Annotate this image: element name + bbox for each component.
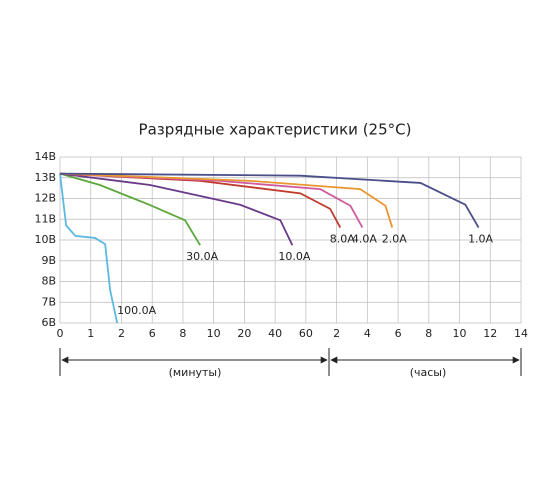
- x-tick-label: 2: [118, 327, 125, 340]
- y-tick-label: 8В: [41, 275, 56, 288]
- x-tick-label: 0: [57, 327, 64, 340]
- y-tick-label: 13В: [34, 171, 56, 184]
- x-tick-label: 1: [87, 327, 94, 340]
- y-tick-label: 9В: [41, 254, 56, 267]
- x-tick-label: 2: [333, 327, 340, 340]
- range-arrows: [59, 348, 522, 376]
- line: [59, 172, 294, 246]
- y-tick-label: 12В: [34, 192, 56, 205]
- line: [59, 172, 394, 228]
- chart-title: Разрядные характеристики (25°C): [139, 121, 412, 139]
- x-tick-label: 10: [207, 327, 221, 340]
- x-tick-label: 14: [514, 327, 528, 340]
- series-label: 1.0A: [468, 233, 493, 246]
- x-tick-label: 40: [268, 327, 282, 340]
- x-tick-label: 8: [179, 327, 186, 340]
- y-tick-label: 14В: [34, 150, 56, 163]
- annotation: (часы): [410, 366, 447, 379]
- series-label: 30.0A: [186, 250, 218, 263]
- y-tick-label: 11В: [34, 212, 56, 225]
- line: [59, 172, 480, 229]
- y-tick-label: 7В: [41, 295, 56, 308]
- series-label: 100.0A: [117, 304, 156, 317]
- line: [59, 173, 119, 324]
- y-tick-label: 6В: [41, 316, 56, 329]
- x-tick-label: 6: [149, 327, 156, 340]
- x-tick-label: 60: [299, 327, 313, 340]
- x-tick-label: 8: [425, 327, 432, 340]
- x-tick-label: 4: [364, 327, 371, 340]
- y-tick-label: 10В: [34, 233, 56, 246]
- series-label: 2.0A: [382, 233, 407, 246]
- series-label: 10.0A: [278, 250, 310, 263]
- series-label: 8.0A: [330, 233, 355, 246]
- x-tick-label: 6: [395, 327, 402, 340]
- line: [59, 172, 201, 246]
- x-tick-label: 20: [237, 327, 251, 340]
- annotation: (минуты): [169, 366, 222, 379]
- x-tick-label: 12: [483, 327, 497, 340]
- x-tick-label: 10: [453, 327, 467, 340]
- series-label: 4.0A: [352, 233, 377, 246]
